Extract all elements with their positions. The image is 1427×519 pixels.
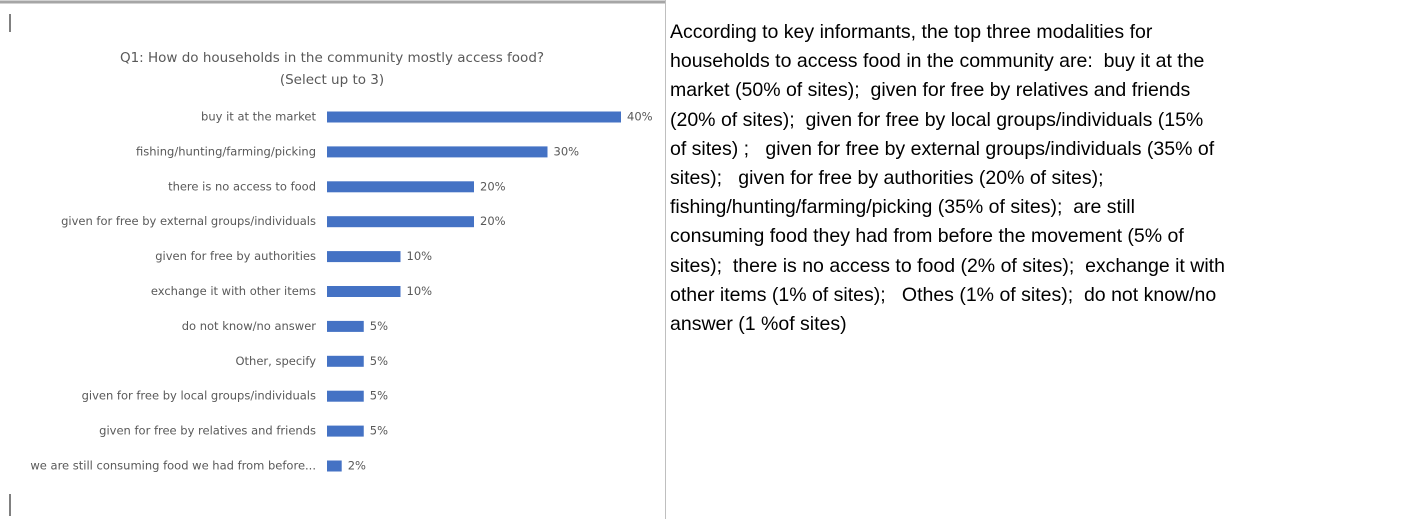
bar [327, 111, 621, 123]
bar [327, 286, 401, 297]
chart-title: Q1: How do households in the community m… [120, 50, 544, 66]
text-line: answer (1 %of sites) [670, 313, 847, 336]
value-label: 5% [370, 389, 388, 403]
analysis-text: According to key informants, the top thr… [670, 18, 1425, 339]
text-line: households to access food in the communi… [670, 50, 1205, 73]
category-label: do not know/no answer [182, 319, 317, 333]
category-label: fishing/hunting/farming/picking [136, 144, 316, 158]
value-label: 20% [480, 179, 506, 193]
category-label: given for free by external groups/indivi… [61, 214, 316, 228]
category-label: exchange it with other items [151, 284, 316, 298]
bar [327, 146, 548, 158]
category-label: given for free by relatives and friends [99, 424, 316, 438]
text-line: of sites) ; given for free by external g… [670, 137, 1215, 160]
text-line: (20% of sites); given for free by local … [670, 108, 1204, 131]
text-line: sites); there is no access to food (2% o… [670, 254, 1225, 277]
bar [327, 355, 364, 367]
value-label: 20% [480, 214, 506, 228]
text-line: sites); given for free by authorities (2… [670, 167, 1104, 190]
category-label: buy it at the market [201, 110, 316, 124]
bar [327, 425, 364, 437]
bar [327, 390, 364, 402]
bar [327, 460, 342, 472]
category-label: given for free by authorities [155, 249, 316, 263]
bar [327, 216, 474, 228]
text-line: consuming food they had from before the … [670, 225, 1184, 248]
value-label: 2% [348, 459, 366, 473]
value-label: 10% [407, 284, 433, 298]
value-label: 5% [370, 319, 388, 333]
text-line: other items (1% of sites); Othes (1% of … [670, 283, 1217, 306]
value-label: 5% [370, 424, 388, 438]
bar [327, 251, 401, 263]
value-label: 40% [627, 110, 653, 124]
text-line: market (50% of sites); given for free by… [670, 79, 1191, 102]
value-label: 10% [407, 249, 433, 263]
text-line: fishing/hunting/farming/picking (35% of … [670, 196, 1135, 219]
text-line: According to key informants, the top thr… [670, 21, 1153, 43]
value-label: 30% [554, 144, 580, 158]
category-label: there is no access to food [168, 179, 316, 193]
value-label: 5% [370, 354, 388, 368]
bar [327, 181, 474, 193]
category-label: Other, specify [236, 354, 317, 368]
bar [327, 320, 364, 332]
category-label: given for free by local groups/individua… [82, 389, 316, 403]
category-label: we are still consuming food we had from … [30, 459, 316, 473]
chart-subtitle: (Select up to 3) [280, 72, 384, 88]
chart: Q1: How do households in the community m… [0, 0, 666, 519]
